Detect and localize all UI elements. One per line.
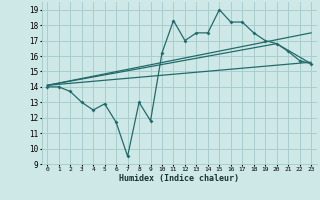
X-axis label: Humidex (Indice chaleur): Humidex (Indice chaleur) [119,174,239,183]
